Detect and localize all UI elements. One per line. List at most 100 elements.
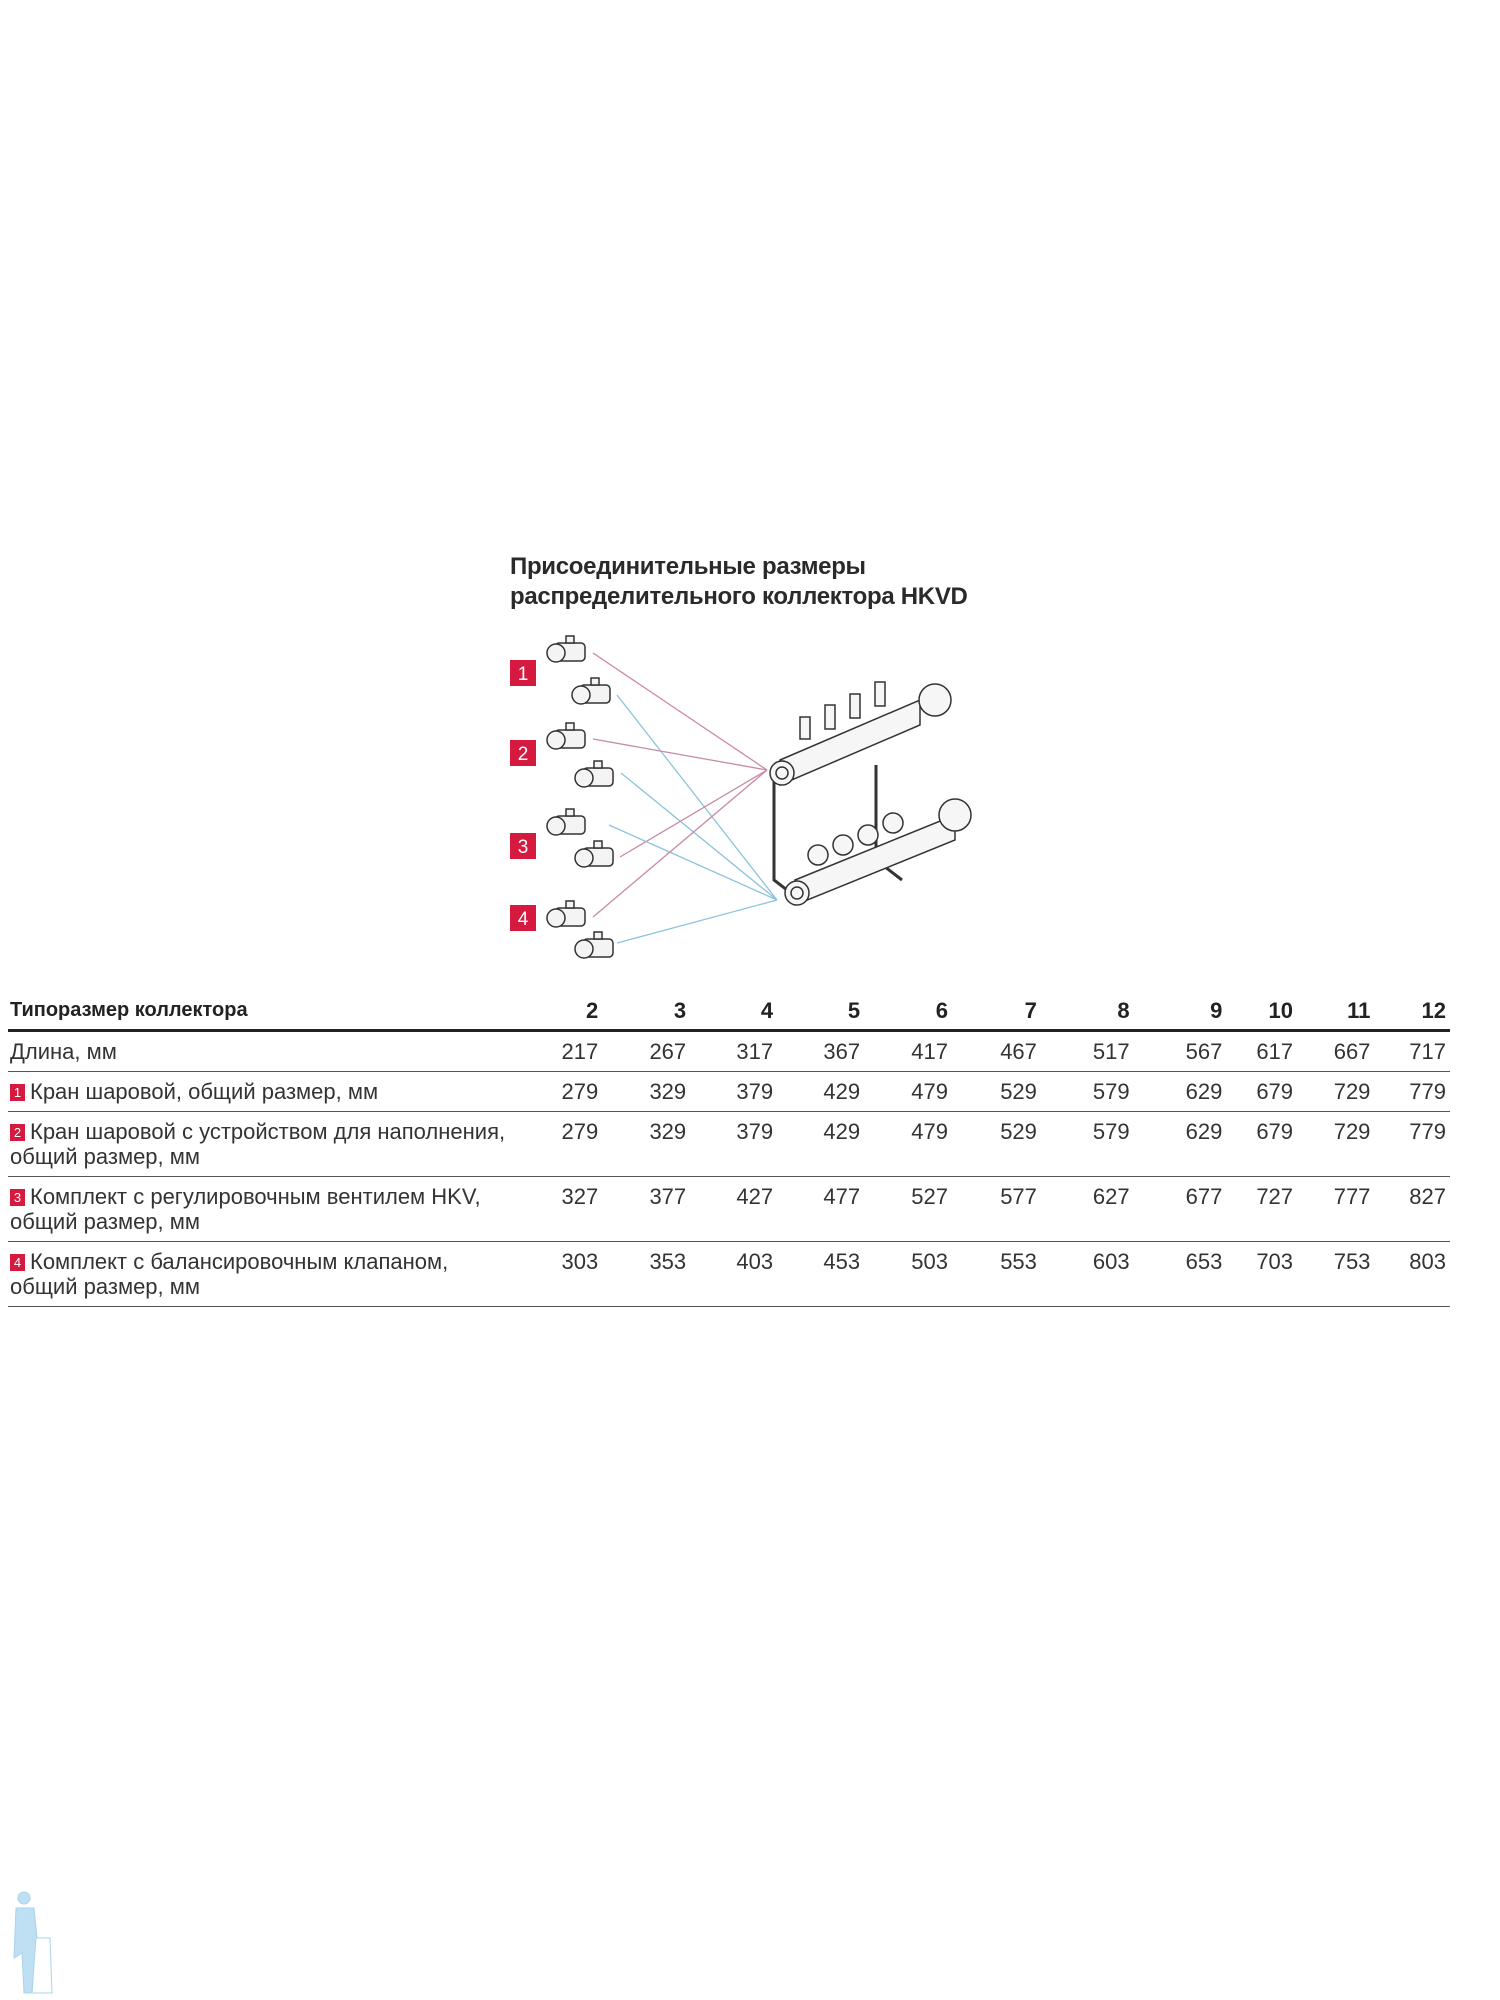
valve-icon — [546, 635, 586, 663]
row-value: 579 — [1040, 1111, 1134, 1177]
valve-icon — [574, 840, 614, 868]
dimensions-table: Типоразмер коллектора 2 3 4 5 6 7 8 9 10 11 12 Длин… — [8, 992, 1450, 1307]
size-header: 11 — [1297, 992, 1375, 1032]
row-value: 517 — [1040, 1030, 1134, 1072]
row-value: 429 — [777, 1071, 865, 1112]
row-label: Длина, мм — [10, 1039, 117, 1064]
size-header: 8 — [1040, 992, 1134, 1032]
badge-box — [510, 833, 536, 859]
row-value: 779 — [1374, 1111, 1450, 1177]
row-badge: 1 — [10, 1084, 25, 1101]
row-value: 303 — [520, 1241, 603, 1307]
row-value: 453 — [777, 1241, 865, 1307]
size-header: 5 — [777, 992, 865, 1032]
valve-icon — [546, 722, 586, 750]
valve-icon — [574, 760, 614, 788]
row-label: Кран шаровой, общий размер, мм — [30, 1079, 379, 1104]
row-value: 727 — [1226, 1176, 1298, 1242]
connection-line — [619, 769, 768, 858]
row-value: 377 — [602, 1176, 691, 1242]
row-value: 777 — [1297, 1176, 1375, 1242]
row-value: 267 — [602, 1030, 691, 1072]
table-header-row: Типоразмер коллектора 2 3 4 5 6 7 8 9 10 11 12 — [8, 992, 1450, 1032]
vent-caps — [799, 681, 886, 740]
badge-box — [510, 660, 536, 686]
row-value: 367 — [777, 1030, 865, 1072]
row-value: 327 — [520, 1176, 603, 1242]
row-value: 729 — [1297, 1071, 1375, 1112]
page-title: Присоединительные размеры распределитель… — [510, 553, 968, 610]
size-header: 3 — [602, 992, 691, 1032]
table-row: 3 Комплект с регулировочным вентилем HKV,… — [8, 1176, 1450, 1242]
row-value: 827 — [1374, 1176, 1450, 1242]
row-value: 429 — [777, 1111, 865, 1177]
valve-icon — [546, 900, 586, 928]
row-value: 629 — [1133, 1111, 1227, 1177]
watermark-logo — [13, 1891, 53, 1994]
row-value: 703 — [1226, 1241, 1298, 1307]
row-value: 529 — [952, 1071, 1041, 1112]
row-label: Комплект с балансировочным клапаном, общ… — [10, 1249, 449, 1299]
row-value: 279 — [520, 1111, 603, 1177]
row-value: 329 — [602, 1071, 691, 1112]
diagram-badges: 1 2 3 4 — [510, 660, 536, 931]
row-value: 379 — [690, 1071, 778, 1112]
manifold-illustration — [769, 681, 972, 907]
row-value: 529 — [952, 1111, 1041, 1177]
size-header: 7 — [952, 992, 1041, 1032]
connection-line — [608, 824, 778, 901]
row-value: 567 — [1133, 1030, 1227, 1072]
row-value: 467 — [952, 1030, 1041, 1072]
size-header: 6 — [864, 992, 953, 1032]
row-value: 667 — [1297, 1030, 1375, 1072]
table-row: 2 Кран шаровой с устройством для наполнен… — [8, 1111, 1450, 1177]
row-value: 677 — [1133, 1176, 1227, 1242]
row-value: 317 — [690, 1030, 778, 1072]
row-value: 403 — [690, 1241, 778, 1307]
row-value: 479 — [864, 1111, 953, 1177]
valve-illustrations — [546, 635, 614, 959]
row-value: 329 — [602, 1111, 691, 1177]
badge-box — [510, 740, 536, 766]
row-value: 579 — [1040, 1071, 1134, 1112]
row-value: 279 — [520, 1071, 603, 1112]
row-badge: 3 — [10, 1189, 25, 1206]
header-label: Типоразмер коллектора — [8, 992, 521, 1032]
row-label: Кран шаровой с устройством для наполнени… — [10, 1119, 506, 1169]
manifold-connection-diagram: 1 2 3 4 — [510, 635, 972, 959]
row-badge: 2 — [10, 1124, 25, 1141]
row-value: 803 — [1374, 1241, 1450, 1307]
size-header: 10 — [1226, 992, 1298, 1032]
table-row: 1 Кран шаровой, общий размер, мм 279 329 379… — [8, 1071, 1450, 1112]
connection-lines — [592, 652, 778, 944]
badge-box — [510, 905, 536, 931]
row-value: 653 — [1133, 1241, 1227, 1307]
size-header: 4 — [690, 992, 778, 1032]
connection-line — [616, 694, 778, 901]
size-header: 2 — [520, 992, 603, 1032]
valve-icon — [574, 931, 614, 959]
row-badge: 4 — [10, 1254, 25, 1271]
row-value: 427 — [690, 1176, 778, 1242]
row-value: 217 — [520, 1030, 603, 1072]
size-header: 9 — [1133, 992, 1227, 1032]
badge-number: 1 — [518, 664, 529, 685]
row-value: 779 — [1374, 1071, 1450, 1112]
badge-number: 2 — [518, 744, 529, 765]
row-value: 503 — [864, 1241, 953, 1307]
valve-icon — [571, 677, 611, 705]
row-value: 729 — [1297, 1111, 1375, 1177]
size-header: 12 — [1374, 992, 1450, 1032]
connection-line — [592, 769, 768, 918]
row-value: 477 — [777, 1176, 865, 1242]
row-value: 553 — [952, 1241, 1041, 1307]
badge-number: 4 — [518, 909, 529, 930]
row-value: 617 — [1226, 1030, 1298, 1072]
row-value: 577 — [952, 1176, 1041, 1242]
valve-icon — [546, 808, 586, 836]
row-value: 679 — [1226, 1111, 1298, 1177]
valve-caps — [807, 812, 904, 866]
table-row: Длина, мм 217 267 317 367 417 467 517 567 617 667 7… — [8, 1030, 1450, 1072]
row-value: 603 — [1040, 1241, 1134, 1307]
connection-line — [592, 738, 768, 771]
